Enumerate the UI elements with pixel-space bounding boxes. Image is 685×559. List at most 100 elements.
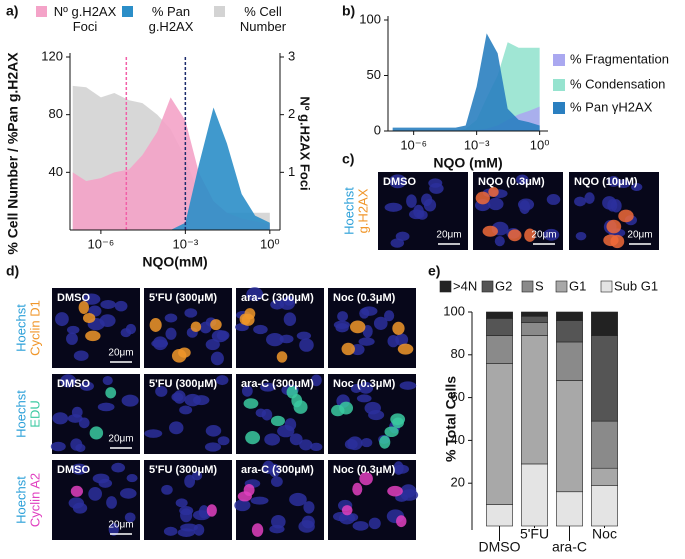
stained-nucleus bbox=[482, 225, 498, 237]
nucleus bbox=[279, 297, 295, 310]
stain-label: g.H2AX bbox=[355, 188, 370, 233]
y-tick-label: 80 bbox=[451, 346, 465, 361]
legend-label: G1 bbox=[569, 278, 586, 293]
nucleus bbox=[584, 192, 595, 204]
nucleus bbox=[303, 501, 315, 514]
condition-label: Noc (0.3μM) bbox=[333, 464, 396, 476]
nucleus bbox=[270, 476, 283, 487]
condition-label: ara-C (300μM) bbox=[241, 464, 314, 476]
bar-segment bbox=[591, 485, 618, 527]
panel-label: e) bbox=[428, 263, 440, 279]
x-tick-label: Noc bbox=[592, 526, 617, 542]
nucleus bbox=[250, 496, 269, 505]
nucleus bbox=[574, 196, 586, 207]
nucleus bbox=[299, 338, 314, 352]
y2-tick-label: 2 bbox=[288, 106, 295, 121]
nucleus bbox=[631, 183, 643, 192]
nucleus bbox=[395, 231, 410, 242]
micrograph: DMSO 20μm bbox=[378, 172, 468, 250]
bar-segment bbox=[521, 311, 548, 317]
y-tick-label: 50 bbox=[367, 67, 381, 82]
nucleus bbox=[387, 334, 400, 348]
nucleus bbox=[289, 492, 307, 507]
nucleus bbox=[161, 484, 173, 495]
nucleus bbox=[126, 474, 138, 483]
nucleus bbox=[165, 327, 177, 340]
x-tick-label: 5'FU bbox=[520, 526, 549, 542]
y-tick-label: 60 bbox=[451, 389, 465, 404]
stained-nucleus bbox=[524, 228, 536, 242]
nucleus bbox=[191, 471, 203, 481]
legend-swatch bbox=[214, 6, 225, 17]
micrograph: 5'FU (300μM) bbox=[144, 288, 232, 368]
y-axis-label: % Cell Number / %Pan g.H2AX bbox=[5, 52, 21, 255]
nucleus bbox=[60, 374, 77, 388]
legend-swatch bbox=[122, 6, 133, 17]
nucleus bbox=[205, 425, 222, 437]
nucleus bbox=[120, 328, 132, 338]
nucleus bbox=[234, 499, 251, 512]
x-tick-label: DMSO bbox=[479, 539, 521, 555]
stained-nucleus bbox=[244, 308, 256, 320]
micrograph: Noc (0.3μM) bbox=[328, 374, 417, 454]
nucleus bbox=[71, 463, 88, 475]
nucleus bbox=[311, 374, 322, 387]
x-axis-label: NQO (mM) bbox=[433, 155, 502, 171]
nucleus bbox=[55, 312, 69, 327]
condition-label: 5'FU (300μM) bbox=[149, 292, 217, 304]
legend-label: Sub G1 bbox=[614, 278, 658, 293]
stain-label: Hoechst bbox=[13, 476, 28, 524]
nucleus bbox=[98, 478, 113, 488]
nucleus bbox=[409, 209, 425, 220]
stained-nucleus bbox=[237, 491, 252, 502]
bar-segment bbox=[556, 311, 583, 321]
stained-nucleus bbox=[245, 431, 261, 445]
scale-bar-label: 20μm bbox=[627, 230, 652, 241]
x-tick-label: ara-C bbox=[552, 539, 587, 555]
nucleus bbox=[610, 199, 622, 213]
x-tick-label: 10⁰ bbox=[260, 236, 280, 251]
nucleus bbox=[543, 228, 560, 241]
stained-nucleus bbox=[396, 515, 407, 528]
nucleus bbox=[607, 175, 620, 187]
nucleus bbox=[50, 441, 66, 452]
stained-nucleus bbox=[339, 401, 354, 415]
stained-nucleus bbox=[82, 312, 96, 324]
bar-segment bbox=[486, 504, 513, 527]
nucleus bbox=[193, 523, 205, 536]
nucleus bbox=[269, 524, 285, 534]
bar-segment bbox=[591, 311, 618, 336]
nucleus bbox=[88, 487, 103, 501]
condition-label: DMSO bbox=[57, 464, 90, 476]
legend-swatch bbox=[481, 280, 494, 293]
nucleus bbox=[575, 231, 587, 241]
bar-segment bbox=[521, 315, 548, 323]
legend-label: >4N bbox=[453, 278, 477, 293]
condition-label: NQO (10μM) bbox=[574, 176, 638, 188]
nucleus bbox=[124, 512, 136, 523]
nucleus bbox=[264, 433, 281, 446]
nucleus bbox=[144, 429, 163, 438]
micrograph: NQO (0.3μM) 20μm bbox=[473, 172, 563, 250]
bar-segment bbox=[521, 463, 548, 527]
micrograph: ara-C (300μM) bbox=[234, 460, 324, 540]
legend-swatch bbox=[553, 54, 565, 66]
nucleus bbox=[171, 392, 184, 402]
y-tick-label: 100 bbox=[359, 11, 381, 26]
stained-nucleus bbox=[286, 385, 298, 399]
legend-swatch bbox=[553, 79, 565, 91]
nucleus bbox=[71, 406, 83, 418]
bar-segment bbox=[556, 380, 583, 493]
y-axis-label: % Total Cells bbox=[443, 376, 459, 462]
micrograph: 5'FU (300μM) bbox=[144, 374, 232, 454]
nucleus bbox=[114, 300, 128, 312]
x-axis-label: NQO(mM) bbox=[142, 254, 207, 270]
stain-label: Hoechst bbox=[13, 304, 28, 352]
panel-label: d) bbox=[6, 263, 19, 279]
nucleus bbox=[163, 526, 178, 536]
panel-label: c) bbox=[342, 151, 354, 167]
nucleus bbox=[277, 424, 295, 438]
nucleus bbox=[399, 381, 417, 390]
nucleus bbox=[393, 461, 404, 475]
condition-label: Noc (0.3μM) bbox=[333, 378, 396, 390]
